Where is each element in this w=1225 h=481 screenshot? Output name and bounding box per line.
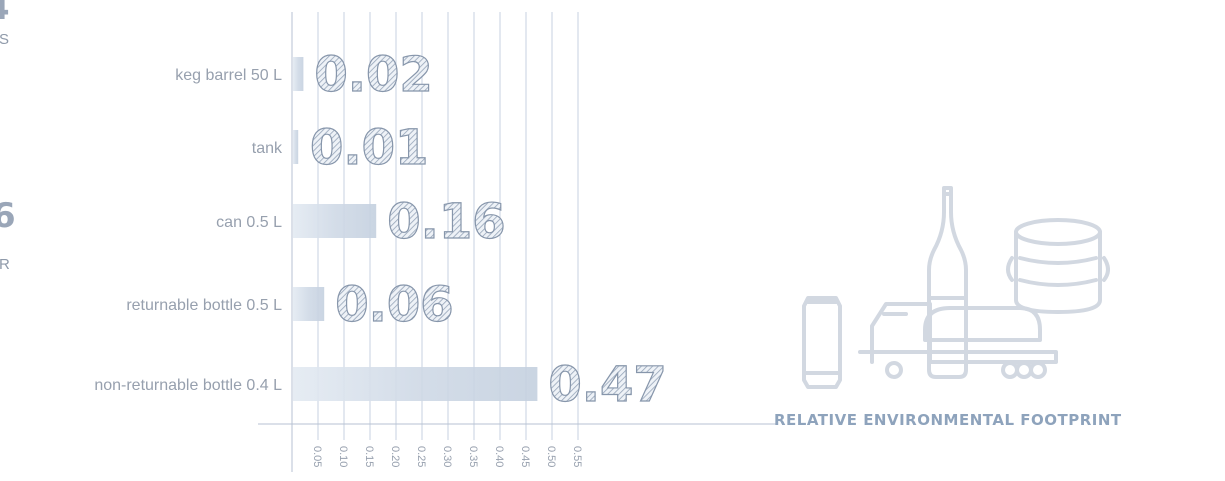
bar [293, 367, 538, 401]
x-tick-label: 0.10 [337, 446, 349, 467]
tanker-truck-icon [858, 302, 1058, 379]
x-tick-label: 0.05 [311, 446, 323, 467]
x-tick-label: 0.25 [415, 446, 427, 467]
clipped-mid-number: 6 [0, 196, 16, 236]
x-tick-label: 0.30 [441, 446, 453, 467]
category-label: can 0.5 L [216, 214, 282, 231]
x-tick-label: 0.45 [519, 446, 531, 467]
bar [293, 57, 304, 91]
clipped-top-text: S [0, 31, 10, 48]
clipped-mid-text: R [0, 256, 10, 273]
bar [293, 130, 299, 164]
category-label: tank [252, 140, 283, 157]
value-label: 0.47 [548, 357, 666, 413]
left-clipped-fragments: 4 S 6 R [0, 0, 20, 481]
value-label: 0.01 [310, 120, 428, 176]
x-tick-label: 0.55 [571, 446, 583, 467]
x-tick-label: 0.15 [363, 446, 375, 467]
category-label: non-returnable bottle 0.4 L [94, 377, 282, 394]
x-tick-label: 0.20 [389, 446, 401, 467]
chart-bars [293, 57, 538, 401]
clipped-top-number: 4 [0, 0, 10, 28]
chart-value-labels: 0.02 0.01 0.16 0.06 0.47 [309, 46, 667, 413]
x-tick-label: 0.40 [493, 446, 505, 467]
x-tick-label: 0.35 [467, 446, 479, 467]
can-icon [802, 296, 842, 389]
keg-icon [1006, 218, 1110, 314]
chart-category-labels: keg barrel 50 L tank can 0.5 L returnable b… [94, 67, 283, 394]
bar [293, 204, 377, 238]
value-label: 0.02 [314, 47, 432, 103]
footprint-caption: RELATIVE ENVIRONMENTAL FOOTPRINT [774, 411, 1122, 429]
bar [293, 287, 325, 321]
chart-x-ticks: 0.05 0.10 0.15 0.20 0.25 0.30 0.35 0.40 0.45 0.50… [311, 446, 583, 467]
category-label: returnable bottle 0.5 L [126, 297, 282, 314]
packaging-illustration [802, 186, 1110, 389]
value-label: 0.16 [387, 194, 505, 250]
x-tick-label: 0.50 [545, 446, 557, 467]
value-label: 0.06 [335, 277, 453, 333]
bottle-icon [927, 186, 968, 379]
category-label: keg barrel 50 L [175, 67, 282, 84]
